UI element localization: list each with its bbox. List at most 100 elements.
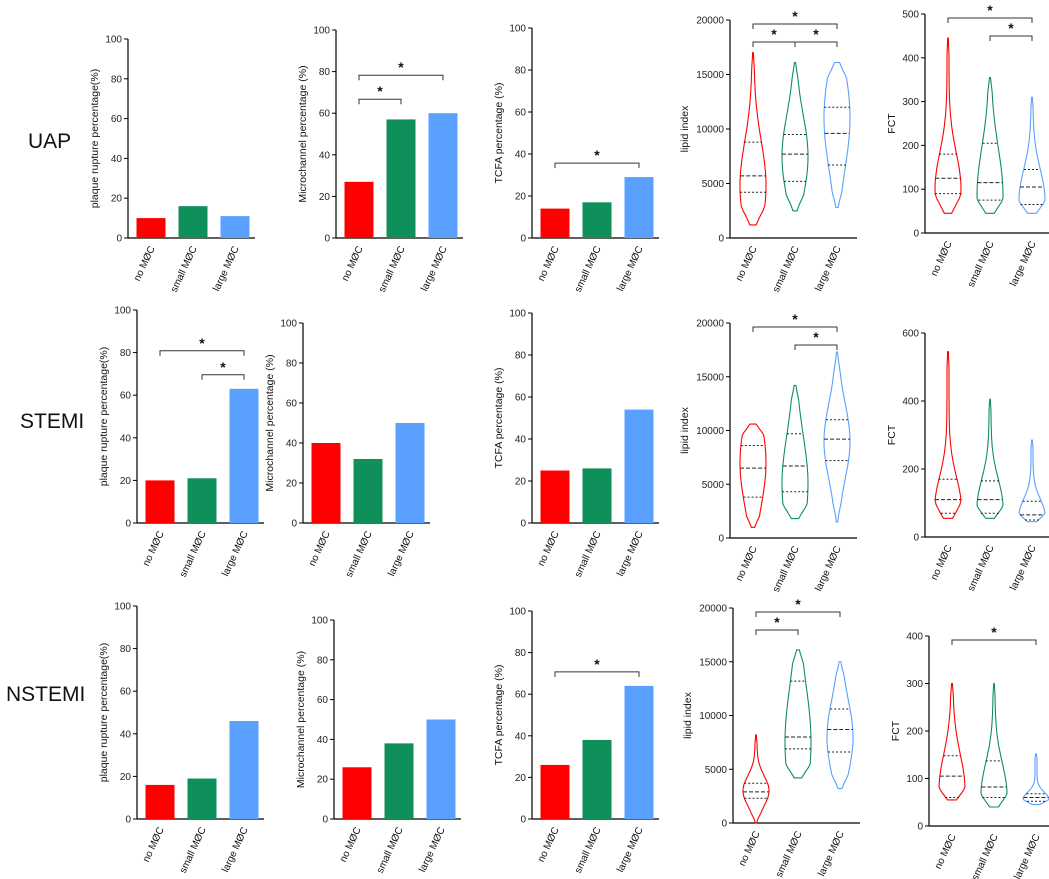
y-tick-label: 20000 xyxy=(699,604,727,615)
y-tick-label: 60 xyxy=(120,687,132,698)
category-label: small MØC xyxy=(771,545,802,594)
row-label-nstemi: NSTEMI xyxy=(6,683,85,706)
y-tick-label: 0 xyxy=(520,815,526,826)
y-axis-label: plaque rupture percentage(%) xyxy=(98,643,110,783)
y-tick-label: 80 xyxy=(120,348,132,359)
bar xyxy=(624,177,654,238)
significance-star: * xyxy=(398,59,404,75)
bar xyxy=(540,208,570,238)
violin xyxy=(781,61,809,212)
category-label: no MØC xyxy=(734,245,760,283)
significance-star: * xyxy=(813,26,819,42)
significance-star: * xyxy=(987,2,993,18)
significance-star: * xyxy=(813,329,819,345)
y-axis-label: plaque rupture percentage(%) xyxy=(89,69,101,209)
y-tick-label: 5000 xyxy=(705,765,728,776)
y-tick-label: 100 xyxy=(509,24,526,35)
bar xyxy=(428,113,458,238)
significance-bracket xyxy=(951,639,1037,645)
y-tick-label: 200 xyxy=(906,727,923,738)
bar xyxy=(395,423,425,523)
y-axis-label: plaque rupture percentage(%) xyxy=(98,347,110,487)
panel-stemi-2: 0 20 40 60 80 100 Microchannel percentage (%) n… xyxy=(264,319,430,579)
category-label: no MØC xyxy=(307,530,333,568)
panel-nstemi-4: 0 5000 10000 15000 20000 lipid index no MØC sma… xyxy=(682,596,860,879)
significance-bracket xyxy=(752,23,838,29)
significance-bracket xyxy=(755,629,799,635)
significance-star: * xyxy=(991,624,997,640)
y-tick-label: 80 xyxy=(515,66,527,77)
y-tick-label: 20 xyxy=(319,192,331,203)
significance-bracket xyxy=(752,326,838,332)
row-label-stemi: STEMI xyxy=(20,410,84,433)
y-axis-label: lipid index xyxy=(682,691,694,738)
category-label: no MØC xyxy=(929,544,955,582)
category-label: no MØC xyxy=(141,530,167,568)
violin xyxy=(976,398,1004,519)
y-axis-label: Microchannel percentage (%) xyxy=(297,65,309,202)
category-label: large MØC xyxy=(1008,544,1038,592)
violin xyxy=(934,351,962,519)
y-tick-label: 0 xyxy=(291,519,297,530)
category-label: no MØC xyxy=(141,826,167,864)
category-label: small MØC xyxy=(178,530,209,579)
y-tick-label: 15000 xyxy=(696,372,724,383)
y-tick-label: 80 xyxy=(317,655,329,666)
category-label: large MØC xyxy=(615,245,645,293)
y-tick-label: 100 xyxy=(509,607,526,618)
panel-nstemi-3: 0 20 40 60 80 100 TCFA percentage (%) no MØC sma… xyxy=(493,607,659,875)
category-label: large MØC xyxy=(615,530,645,578)
bar xyxy=(386,119,416,238)
category-label: large MØC xyxy=(386,530,416,578)
bar xyxy=(426,719,456,819)
y-tick-label: 20 xyxy=(515,477,527,488)
y-tick-label: 300 xyxy=(902,97,919,108)
y-tick-label: 15000 xyxy=(699,657,727,668)
significance-star: * xyxy=(594,656,600,672)
category-label: small MØC xyxy=(573,530,604,579)
y-tick-label: 0 xyxy=(125,519,131,530)
y-tick-label: 100 xyxy=(313,26,330,37)
y-tick-label: 100 xyxy=(509,309,526,320)
panel-nstemi-2: 0 20 40 60 80 100 Microchannel percentage (%) n… xyxy=(295,616,461,875)
significance-star: * xyxy=(774,614,780,630)
category-label: no MØC xyxy=(132,245,158,283)
significance-bracket xyxy=(201,374,245,380)
significance-bracket xyxy=(554,162,640,169)
significance-star: * xyxy=(792,8,798,24)
panel-stemi-1: 0 20 40 60 80 100 plaque rupture percentage(%)… xyxy=(98,306,264,579)
category-label: large MØC xyxy=(1012,833,1042,879)
y-tick-label: 0 xyxy=(520,234,526,245)
y-axis-label: Microchannel percentage (%) xyxy=(264,354,276,491)
y-tick-label: 40 xyxy=(319,150,331,161)
y-tick-label: 20 xyxy=(120,476,132,487)
category-label: large MØC xyxy=(615,826,645,874)
y-tick-label: 400 xyxy=(902,397,919,408)
y-tick-label: 0 xyxy=(324,234,330,245)
significance-star: * xyxy=(1008,20,1014,36)
significance-star: * xyxy=(220,359,226,375)
y-axis-label: FCT xyxy=(886,113,898,134)
panel-stemi-4: 0 5000 10000 15000 20000 lipid index no MØC sma… xyxy=(679,311,857,594)
y-tick-label: 40 xyxy=(120,729,132,740)
bar xyxy=(187,778,217,819)
bar xyxy=(342,767,372,819)
bar xyxy=(384,743,414,819)
category-label: no MØC xyxy=(929,240,955,278)
category-label: large MØC xyxy=(220,826,250,874)
y-tick-label: 100 xyxy=(114,306,131,317)
bar xyxy=(582,739,612,819)
y-tick-label: 20000 xyxy=(696,319,724,330)
y-tick-label: 100 xyxy=(902,185,919,196)
y-tick-label: 0 xyxy=(718,534,724,545)
bar xyxy=(540,470,570,523)
violin xyxy=(980,682,1008,808)
panel-stemi-3: 0 20 40 60 80 100 TCFA percentage (%) no MØC sma… xyxy=(493,309,659,579)
y-tick-label: 200 xyxy=(902,465,919,476)
violin xyxy=(739,52,767,226)
category-label: small MØC xyxy=(344,530,375,579)
bar xyxy=(229,388,259,523)
violin xyxy=(976,76,1004,214)
panel-uap-1: 0 20 40 60 80 100 plaque rupture percentage(%)… xyxy=(89,35,255,294)
